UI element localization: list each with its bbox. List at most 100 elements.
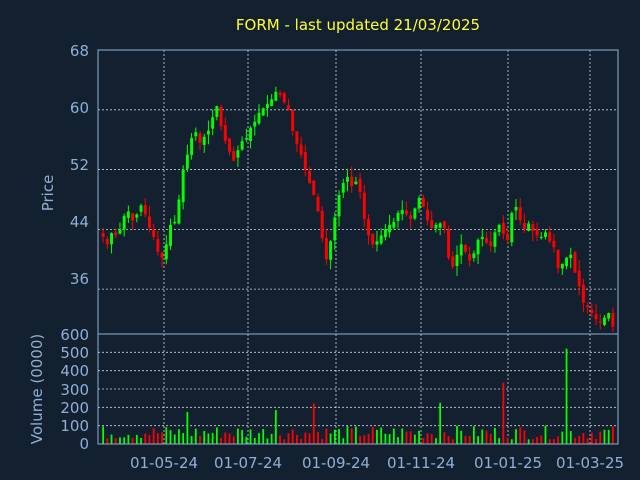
volume-bar xyxy=(224,432,227,444)
candle-body xyxy=(476,239,480,255)
candle-body xyxy=(228,138,231,152)
volume-bar xyxy=(494,427,496,444)
volume-bar xyxy=(595,439,597,444)
candle-body xyxy=(472,253,476,258)
candle-body xyxy=(198,133,202,143)
candle-body xyxy=(350,176,354,187)
volume-bar xyxy=(380,427,383,444)
candle-body xyxy=(291,110,295,131)
volume-bar xyxy=(329,433,332,444)
volume-bar xyxy=(287,433,290,444)
volume-bar xyxy=(102,426,105,444)
candle-body xyxy=(147,216,151,228)
candle-body xyxy=(354,181,358,185)
volume-bar xyxy=(317,431,319,444)
candle-body xyxy=(501,222,505,234)
candle-body xyxy=(590,309,594,314)
volume-bar xyxy=(472,426,475,444)
volume-bar xyxy=(152,428,155,444)
volume-bar xyxy=(350,428,353,444)
volume-bar xyxy=(418,430,420,444)
candle-body xyxy=(548,232,552,242)
candle-body xyxy=(426,209,429,221)
volume-tick-400: 400 xyxy=(60,362,89,380)
volume-bar xyxy=(312,403,315,444)
candle-body xyxy=(506,233,510,240)
candle-body xyxy=(451,256,455,267)
volume-bar xyxy=(270,433,273,444)
volume-bar xyxy=(519,427,522,444)
candle-body xyxy=(497,224,501,232)
candle-body xyxy=(396,212,400,221)
volume-bar xyxy=(165,427,168,444)
candle-body xyxy=(329,241,333,260)
price-tick-36: 36 xyxy=(70,270,89,288)
price-axis-label: Price xyxy=(39,175,57,212)
volume-bar xyxy=(241,429,244,444)
candle-body xyxy=(594,314,598,320)
volume-bar xyxy=(447,436,450,444)
candle-body xyxy=(447,229,451,258)
candle-body xyxy=(215,106,219,117)
volume-bar xyxy=(565,348,568,444)
volume-bar xyxy=(135,434,138,444)
volume-bar xyxy=(304,432,307,444)
candle-body xyxy=(586,305,590,308)
candle-body xyxy=(143,205,147,215)
candle-body xyxy=(430,220,434,228)
volume-bar xyxy=(502,382,505,444)
candle-body xyxy=(240,141,244,150)
volume-bar xyxy=(321,439,324,444)
x-tick-label: 01-07-24 xyxy=(214,454,282,472)
x-axis-labels: 01-05-24 01-07-24 01-09-24 01-11-24 01-0… xyxy=(130,454,624,472)
price-panel: Price 68 60 52 44 36 xyxy=(39,42,619,335)
volume-tick-0: 0 xyxy=(79,435,89,453)
volume-bar xyxy=(127,434,130,444)
volume-bar xyxy=(397,437,399,444)
candle-body xyxy=(249,127,253,142)
candle-body xyxy=(607,313,611,319)
volume-bar xyxy=(548,439,551,444)
volume-bar xyxy=(106,438,109,444)
candle-body xyxy=(413,208,417,219)
volume-bar xyxy=(456,425,458,444)
candle-body xyxy=(337,194,341,217)
volume-bar xyxy=(199,435,201,444)
volume-bar xyxy=(523,430,526,444)
candle-body xyxy=(244,138,248,140)
volume-bar xyxy=(186,411,189,444)
volume-bar xyxy=(194,428,197,444)
candle-body xyxy=(556,249,560,269)
volume-bar xyxy=(443,432,446,444)
candle-body xyxy=(139,205,143,212)
volume-bar xyxy=(190,435,193,444)
candle-body xyxy=(375,241,379,245)
volume-bar xyxy=(274,410,277,444)
volume-bar xyxy=(413,434,416,444)
volume-bar xyxy=(156,433,159,444)
candle-body xyxy=(485,238,488,243)
volume-bar xyxy=(485,430,488,444)
candle-body xyxy=(459,244,463,256)
candle-body xyxy=(544,232,547,237)
candle-body xyxy=(581,284,585,303)
candle-body xyxy=(101,233,105,237)
volume-bar xyxy=(544,425,547,444)
candle-body xyxy=(253,121,257,127)
volume-bar xyxy=(607,429,610,444)
candle-body xyxy=(236,150,240,158)
volume-bar xyxy=(291,429,294,444)
volume-bar xyxy=(506,437,509,444)
volume-bar xyxy=(460,430,463,444)
candle-body xyxy=(160,252,164,258)
candle-body xyxy=(468,253,472,261)
volume-bar xyxy=(211,433,214,444)
volume-bars xyxy=(102,348,614,444)
volume-bar xyxy=(114,438,117,444)
volume-bar xyxy=(561,431,564,444)
volume-bar xyxy=(531,439,534,444)
candle-body xyxy=(362,192,366,219)
candle-body xyxy=(438,223,442,228)
candle-body xyxy=(131,213,135,221)
